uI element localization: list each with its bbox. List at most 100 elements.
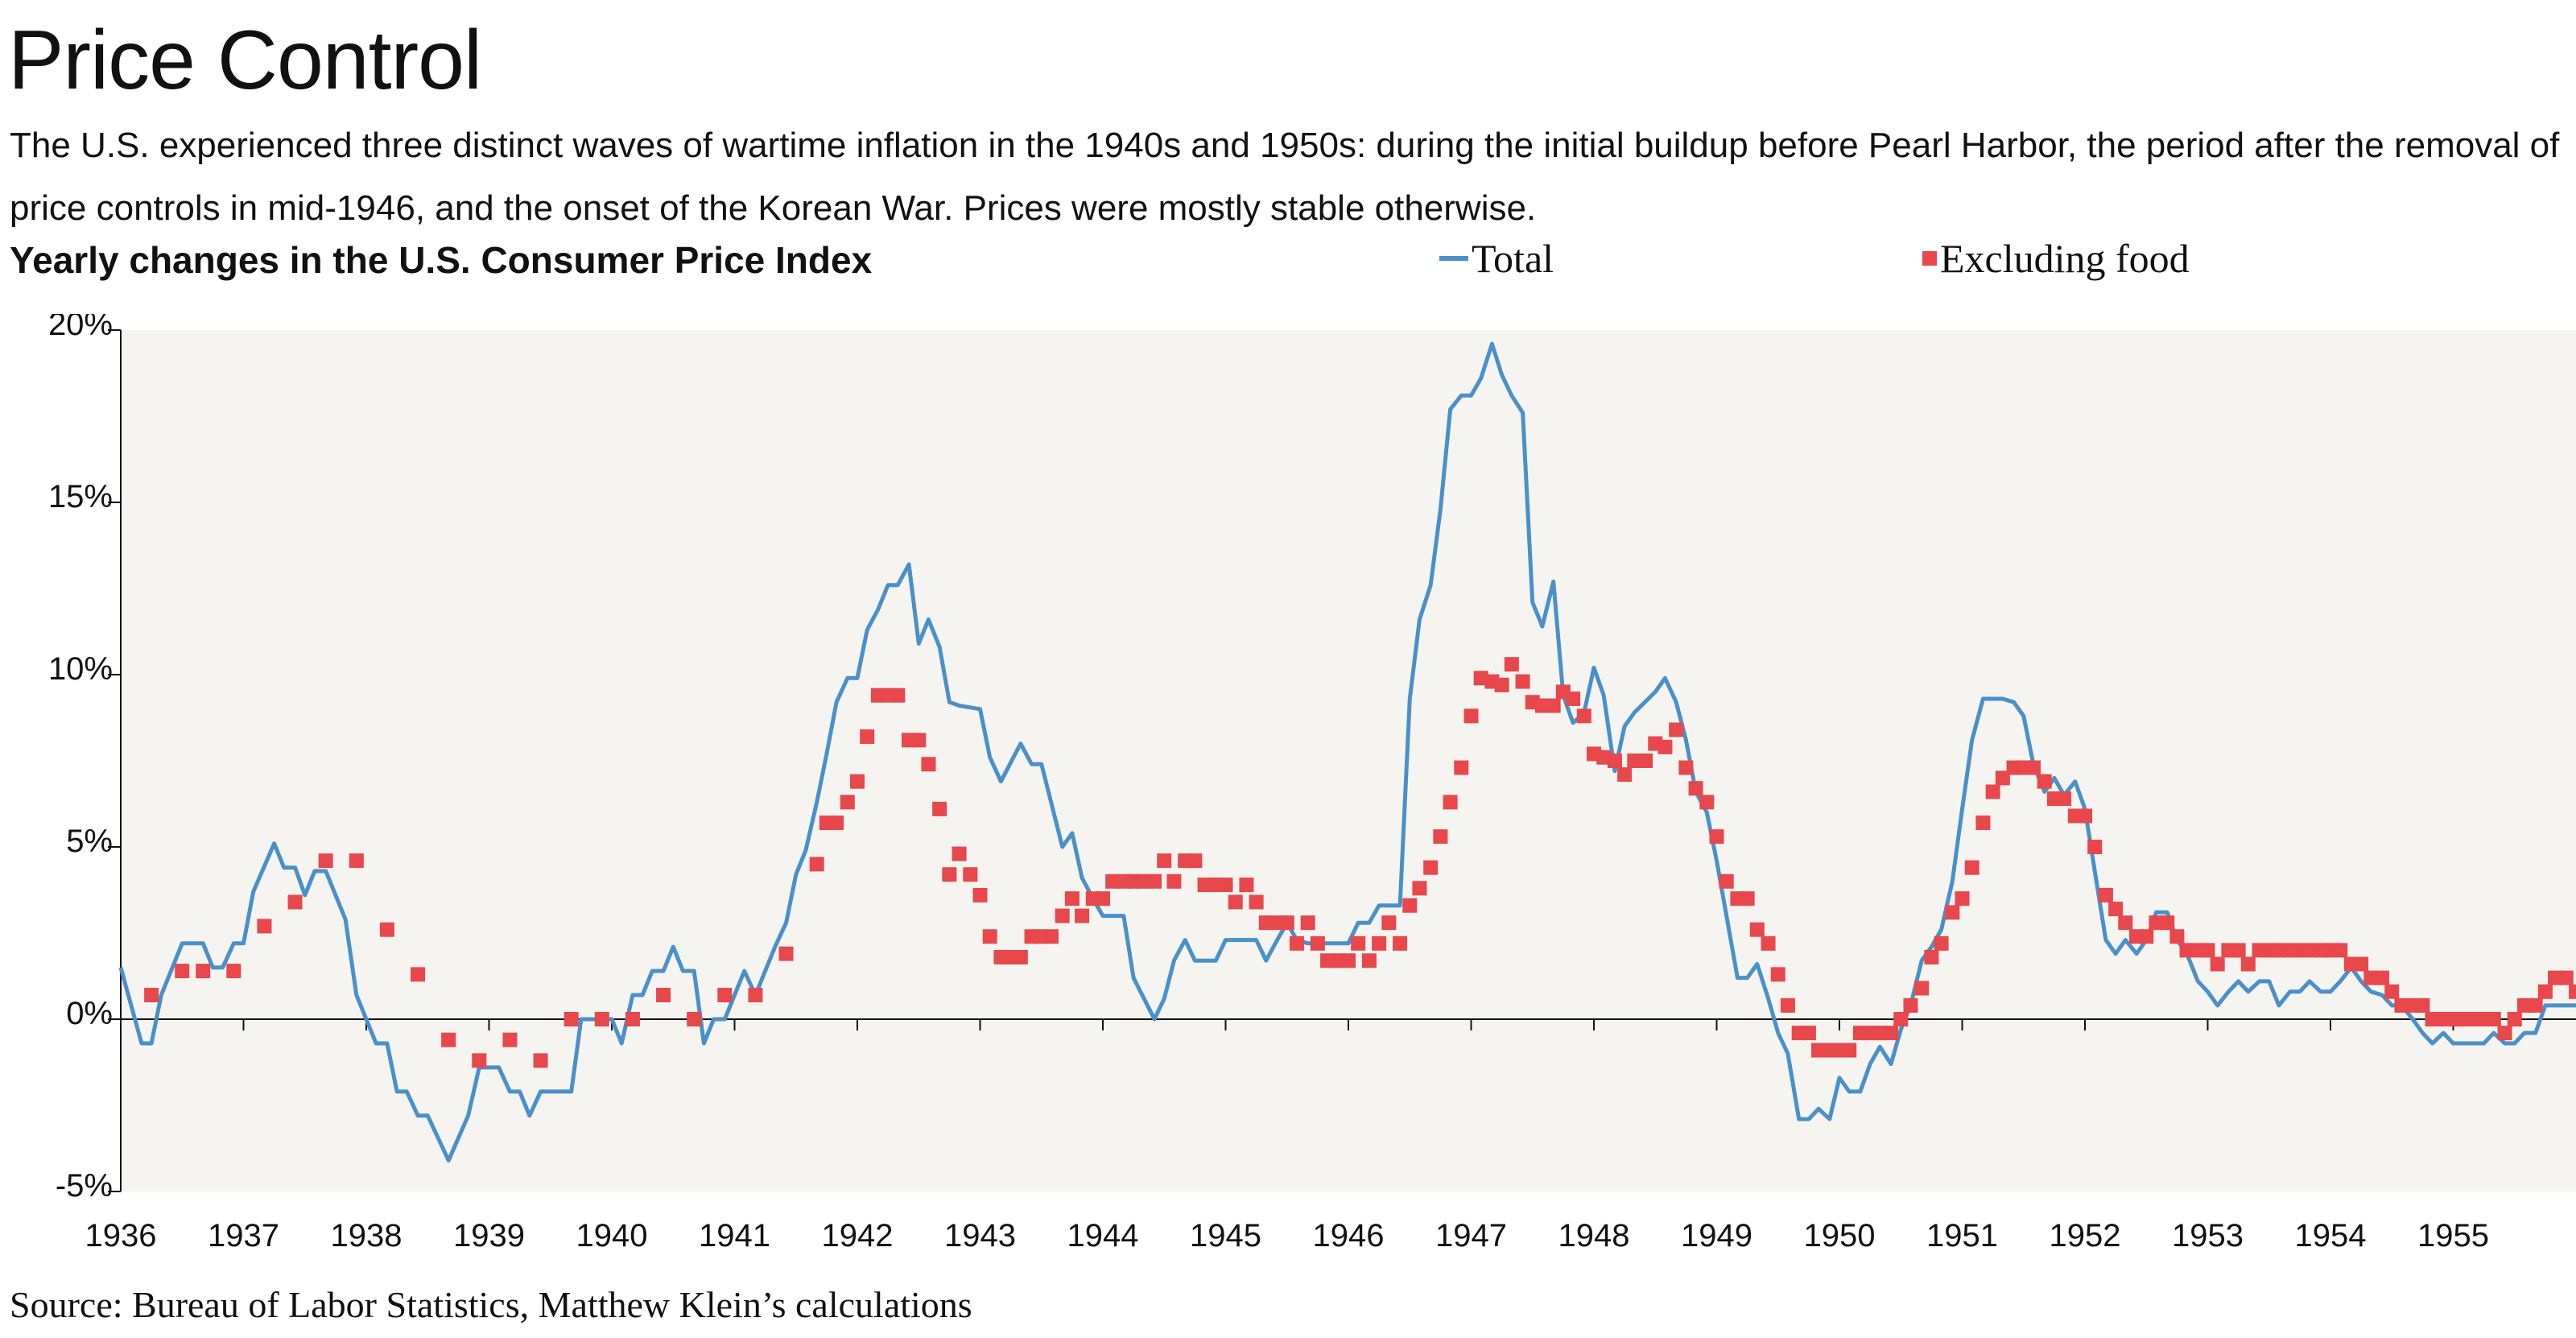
series-point-excluding-food (1393, 935, 1408, 951)
series-point-excluding-food (982, 929, 997, 944)
series-point-excluding-food (411, 967, 426, 982)
series-point-excluding-food (963, 867, 978, 882)
series-point-excluding-food (911, 733, 927, 748)
chart-heading: Yearly changes in the U.S. Consumer Pric… (10, 239, 873, 281)
series-point-excluding-food (1627, 754, 1642, 768)
series-point-excluding-food (921, 757, 936, 772)
series-point-excluding-food (1842, 1043, 1857, 1058)
series-point-excluding-food (1043, 929, 1059, 944)
series-point-excluding-food (2210, 956, 2225, 972)
series-point-excluding-food (2497, 1026, 2512, 1041)
x-tick-label: 1941 (699, 1218, 770, 1253)
series-point-excluding-food (1197, 878, 1212, 893)
series-point-excluding-food (1934, 935, 1949, 951)
series-point-excluding-food (1351, 935, 1366, 951)
legend: Total Excluding food (1439, 235, 2405, 285)
series-point-excluding-food (1893, 1012, 1909, 1026)
series-point-excluding-food (2375, 970, 2390, 985)
series-point-excluding-food (1678, 760, 1694, 775)
series-point-excluding-food (2271, 943, 2286, 958)
source-note: Source: Bureau of Labor Statistics, Matt… (10, 1284, 972, 1325)
x-tick-label: 1940 (576, 1218, 648, 1253)
series-point-excluding-food (2139, 929, 2154, 944)
series-point-excluding-food (1166, 873, 1182, 889)
series-point-excluding-food (2025, 760, 2041, 775)
series-point-excluding-food (564, 1012, 579, 1026)
cpi-chart: 20% 15% 10% 5% 0% -5% 1936 1937 1938 1939 1940 1941… (48, 314, 2576, 1253)
series-point-excluding-food (1147, 873, 1162, 889)
series-point-excluding-food (1638, 754, 1653, 768)
series-point-excluding-food (778, 946, 794, 961)
series-point-excluding-food (2486, 1012, 2501, 1026)
series-point-excluding-food (972, 887, 988, 902)
series-point-excluding-food (2528, 997, 2543, 1013)
series-point-excluding-food (1872, 1026, 1888, 1041)
series-point-excluding-food (850, 774, 865, 789)
series-point-excluding-food (533, 1053, 548, 1068)
series-point-excluding-food (1494, 677, 1509, 692)
series-point-excluding-food (1320, 953, 1335, 968)
y-tick-label: 0% (66, 996, 113, 1031)
series-point-excluding-food (1157, 853, 1172, 869)
series-point-excluding-food (2118, 915, 2133, 931)
series-point-excluding-food (1719, 873, 1734, 889)
series-point-excluding-food (1372, 935, 1387, 951)
chart-subtitle: The U.S. experienced three distinct wave… (10, 126, 2560, 228)
series-point-excluding-food (144, 988, 159, 1003)
x-tick-label: 1939 (453, 1218, 525, 1253)
y-tick-label: 10% (48, 651, 113, 687)
legend-square-swatch (1922, 251, 1937, 266)
series-point-excluding-food (625, 1012, 640, 1026)
series-point-excluding-food (1310, 935, 1325, 951)
legend-item-total: Total (1439, 235, 1554, 282)
series-point-excluding-food (1454, 760, 1469, 775)
series-point-excluding-food (1187, 853, 1203, 869)
series-point-excluding-food (1402, 898, 1418, 913)
series-point-excluding-food (1504, 657, 1519, 672)
series-point-excluding-food (2231, 943, 2246, 958)
series-point-excluding-food (1811, 1043, 1827, 1058)
series-point-excluding-food (1534, 698, 1550, 713)
legend-line-swatch (1439, 256, 1468, 261)
series-point-excluding-food (860, 729, 875, 745)
series-point-excluding-food (2558, 970, 2574, 985)
series-point-excluding-food (840, 795, 855, 810)
series-point-excluding-food (1761, 935, 1776, 951)
series-point-excluding-food (2354, 956, 2369, 972)
series-point-excluding-food (1546, 698, 1561, 713)
series-point-excluding-food (2516, 997, 2532, 1013)
x-tick-label: 1944 (1067, 1218, 1139, 1253)
series-point-excluding-food (1064, 891, 1080, 906)
x-tick-label: 1936 (85, 1218, 157, 1253)
series-point-excluding-food (2149, 915, 2164, 931)
series-point-excluding-food (717, 988, 733, 1003)
series-point-excluding-food (1341, 953, 1356, 968)
x-tick-label: 1937 (208, 1218, 279, 1253)
series-point-excluding-food (1770, 967, 1785, 982)
x-tick-label: 1942 (822, 1218, 894, 1253)
series-point-excluding-food (2507, 1012, 2522, 1026)
series-point-excluding-food (1463, 708, 1479, 724)
series-point-excluding-food (226, 964, 242, 979)
series-point-excluding-food (472, 1053, 487, 1068)
series-point-excluding-food (2425, 1012, 2440, 1026)
series-point-excluding-food (942, 867, 957, 882)
series-point-excluding-food (1249, 894, 1264, 910)
series-point-excluding-food (1596, 750, 1612, 765)
series-point-excluding-food (687, 1012, 702, 1026)
chart-title: Price Control (8, 14, 482, 107)
series-point-excluding-food (809, 857, 824, 872)
series-point-excluding-food (1709, 829, 1724, 845)
x-tick-label: 1951 (1926, 1218, 1998, 1253)
series-point-excluding-food (2302, 943, 2318, 958)
series-point-excluding-food (2569, 984, 2576, 999)
series-point-excluding-food (1300, 915, 1315, 931)
series-point-excluding-food (1412, 881, 1427, 896)
series-point-excluding-food (2037, 774, 2052, 789)
x-tick-label: 1943 (944, 1218, 1016, 1253)
series-point-excluding-food (1945, 905, 1960, 920)
series-point-excluding-food (1566, 691, 1581, 706)
series-point-excluding-food (1657, 739, 1673, 754)
series-point-excluding-food (2057, 791, 2072, 807)
series-point-excluding-food (656, 988, 671, 1003)
